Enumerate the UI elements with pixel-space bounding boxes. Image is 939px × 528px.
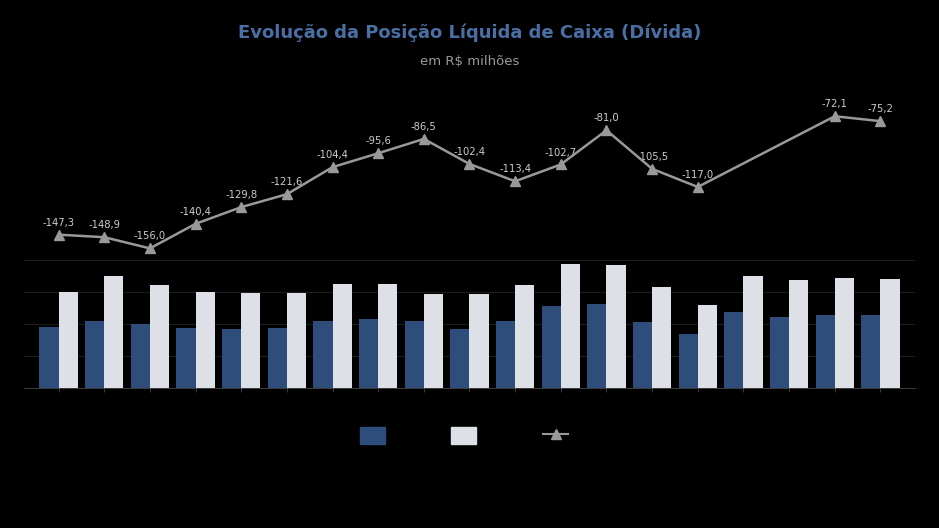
Bar (332, 284, 352, 388)
Text: -129,8: -129,8 (225, 190, 257, 200)
Text: -121,6: -121,6 (270, 177, 303, 187)
Text: -81,0: -81,0 (593, 114, 619, 124)
Bar (724, 313, 744, 388)
Bar (587, 304, 607, 388)
Bar (423, 294, 443, 388)
Bar (39, 327, 58, 388)
Text: -148,9: -148,9 (88, 220, 120, 230)
Bar (542, 306, 561, 388)
Text: em R$ milhões: em R$ milhões (420, 55, 519, 69)
Bar (222, 329, 241, 388)
Bar (268, 328, 287, 388)
Bar (104, 276, 123, 388)
Bar (195, 292, 215, 388)
Bar (652, 287, 671, 388)
Bar (516, 285, 534, 388)
Text: -104,4: -104,4 (316, 150, 348, 160)
Bar (85, 321, 104, 388)
Bar (177, 328, 195, 388)
Bar (150, 285, 169, 388)
Bar (378, 284, 397, 388)
Text: -117,0: -117,0 (682, 170, 714, 180)
Bar (679, 334, 698, 388)
Bar (789, 280, 808, 388)
Bar (816, 315, 835, 388)
Bar (451, 329, 470, 388)
Text: -105,5: -105,5 (636, 152, 669, 162)
Bar (744, 276, 762, 388)
Bar (698, 305, 717, 388)
Bar (607, 266, 625, 388)
Text: -72,1: -72,1 (822, 99, 848, 109)
Bar (881, 279, 900, 388)
Text: -113,4: -113,4 (500, 164, 531, 174)
Bar (405, 321, 423, 388)
Bar (470, 294, 488, 388)
Bar (359, 319, 378, 388)
Text: -156,0: -156,0 (134, 231, 166, 241)
Text: -95,6: -95,6 (365, 136, 392, 146)
Legend: , , : , , (354, 421, 585, 449)
Text: -102,7: -102,7 (545, 147, 577, 157)
Text: Evolução da Posição Líquida de Caixa (Dívida): Evolução da Posição Líquida de Caixa (Dí… (238, 24, 701, 42)
Text: -102,4: -102,4 (454, 147, 485, 157)
Text: -147,3: -147,3 (42, 218, 74, 228)
Bar (287, 293, 306, 388)
Bar (835, 278, 854, 388)
Bar (496, 321, 516, 388)
Bar (241, 293, 260, 388)
Text: -86,5: -86,5 (411, 122, 437, 132)
Bar (861, 315, 881, 388)
Bar (314, 321, 332, 388)
Bar (131, 324, 150, 388)
Text: -140,4: -140,4 (179, 207, 211, 217)
Text: -75,2: -75,2 (868, 104, 893, 114)
Bar (633, 322, 652, 388)
Bar (58, 292, 78, 388)
Bar (561, 265, 580, 388)
Bar (770, 317, 789, 388)
